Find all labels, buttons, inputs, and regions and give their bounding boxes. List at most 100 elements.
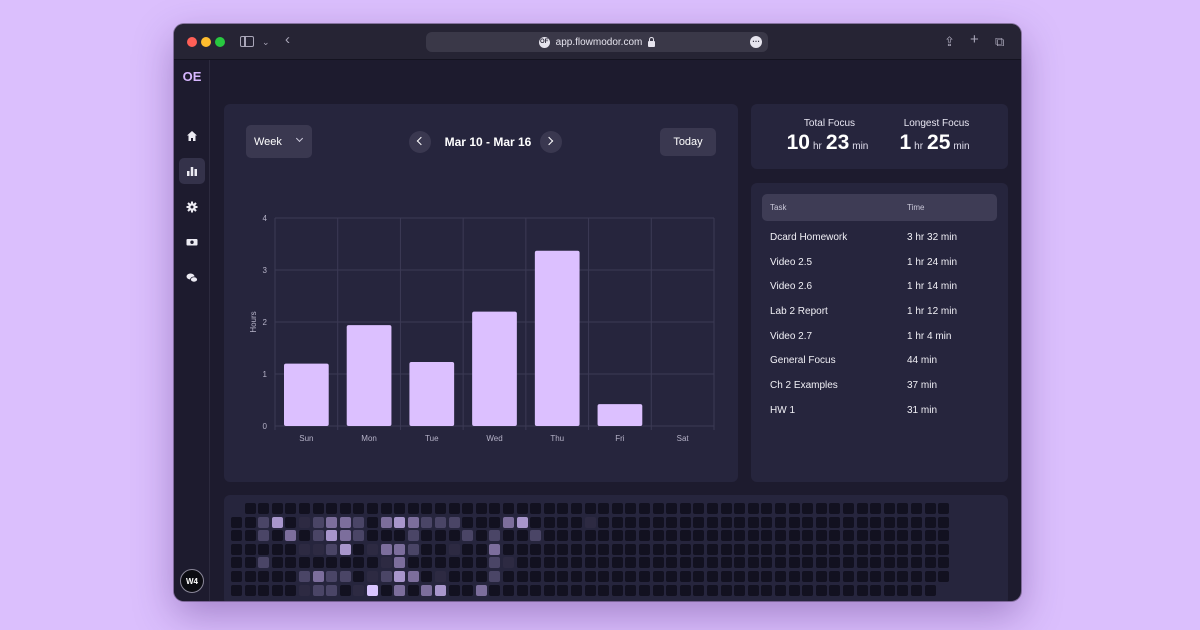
heatmap-cell[interactable]: [326, 571, 338, 582]
heatmap-cell[interactable]: [625, 571, 637, 582]
heatmap-cell[interactable]: [924, 571, 936, 582]
heatmap-cell[interactable]: [775, 584, 786, 596]
back-icon[interactable]: ‹: [285, 31, 290, 48]
heatmap-cell[interactable]: [421, 516, 433, 528]
heatmap-cell[interactable]: [435, 557, 446, 569]
heatmap-cell[interactable]: [625, 584, 637, 596]
nav-home[interactable]: [179, 123, 205, 149]
heatmap-cell[interactable]: [856, 530, 868, 542]
heatmap-cell[interactable]: [788, 571, 800, 582]
heatmap-cell[interactable]: [720, 571, 732, 582]
heatmap-cell[interactable]: [829, 543, 841, 555]
heatmap-cell[interactable]: [503, 557, 514, 569]
heatmap-cell[interactable]: [557, 584, 569, 596]
heatmap-cell[interactable]: [475, 543, 487, 555]
heatmap-cell[interactable]: [815, 584, 827, 596]
heatmap-cell[interactable]: [625, 503, 637, 514]
heatmap-cell[interactable]: [353, 557, 365, 569]
heatmap-cell[interactable]: [679, 557, 691, 569]
heatmap-cell[interactable]: [258, 516, 270, 528]
heatmap-cell[interactable]: [448, 503, 460, 514]
heatmap-cell[interactable]: [394, 503, 406, 514]
heatmap-cell[interactable]: [747, 516, 759, 528]
heatmap-cell[interactable]: [557, 557, 569, 569]
heatmap-cell[interactable]: [421, 530, 433, 542]
heatmap-cell[interactable]: [312, 530, 324, 542]
heatmap-cell[interactable]: [611, 503, 623, 514]
heatmap-cell[interactable]: [367, 530, 378, 542]
heatmap-cell[interactable]: [503, 543, 514, 555]
heatmap-cell[interactable]: [339, 530, 351, 542]
heatmap-cell[interactable]: [897, 530, 909, 542]
heatmap-cell[interactable]: [530, 557, 542, 569]
heatmap-cell[interactable]: [911, 530, 922, 542]
heatmap-cell[interactable]: [938, 530, 950, 542]
heatmap-cell[interactable]: [829, 516, 841, 528]
heatmap-cell[interactable]: [611, 543, 623, 555]
heatmap-cell[interactable]: [475, 503, 487, 514]
heatmap-cell[interactable]: [271, 516, 283, 528]
heatmap-cell[interactable]: [407, 516, 419, 528]
heatmap-cell[interactable]: [911, 503, 922, 514]
heatmap-cell[interactable]: [938, 571, 950, 582]
heatmap-cell[interactable]: [679, 516, 691, 528]
heatmap-cell[interactable]: [693, 571, 705, 582]
heatmap-cell[interactable]: [775, 571, 786, 582]
heatmap-cell[interactable]: [870, 503, 882, 514]
heatmap-cell[interactable]: [407, 584, 419, 596]
heatmap-cell[interactable]: [679, 571, 691, 582]
heatmap-cell[interactable]: [244, 543, 256, 555]
heatmap-cell[interactable]: [639, 543, 650, 555]
heatmap-cell[interactable]: [421, 584, 433, 596]
heatmap-cell[interactable]: [462, 503, 474, 514]
heatmap-cell[interactable]: [652, 571, 664, 582]
heatmap-cell[interactable]: [707, 530, 718, 542]
heatmap-cell[interactable]: [584, 557, 596, 569]
heatmap-cell[interactable]: [231, 530, 242, 542]
heatmap-cell[interactable]: [462, 516, 474, 528]
heatmap-cell[interactable]: [829, 584, 841, 596]
heatmap-cell[interactable]: [815, 530, 827, 542]
heatmap-cell[interactable]: [462, 557, 474, 569]
heatmap-cell[interactable]: [435, 584, 446, 596]
heatmap-cell[interactable]: [693, 530, 705, 542]
heatmap-cell[interactable]: [353, 543, 365, 555]
nav-settings[interactable]: [179, 194, 205, 220]
heatmap-cell[interactable]: [707, 503, 718, 514]
heatmap-cell[interactable]: [639, 557, 650, 569]
heatmap-cell[interactable]: [475, 584, 487, 596]
maximize-window-button[interactable]: [215, 37, 225, 47]
nav-billing[interactable]: [179, 229, 205, 255]
heatmap-cell[interactable]: [489, 503, 501, 514]
heatmap-cell[interactable]: [870, 516, 882, 528]
heatmap-cell[interactable]: [652, 543, 664, 555]
heatmap-cell[interactable]: [775, 543, 786, 555]
heatmap-cell[interactable]: [775, 503, 786, 514]
heatmap-cell[interactable]: [911, 557, 922, 569]
heatmap-cell[interactable]: [788, 530, 800, 542]
heatmap-cell[interactable]: [598, 557, 610, 569]
heatmap-cell[interactable]: [231, 543, 242, 555]
heatmap-cell[interactable]: [761, 543, 773, 555]
heatmap-cell[interactable]: [843, 584, 854, 596]
heatmap-cell[interactable]: [883, 543, 895, 555]
heatmap-cell[interactable]: [339, 584, 351, 596]
heatmap-cell[interactable]: [367, 503, 378, 514]
heatmap-cell[interactable]: [788, 584, 800, 596]
heatmap-cell[interactable]: [299, 530, 310, 542]
tabs-overview-icon[interactable]: ⧉: [995, 34, 1005, 49]
heatmap-cell[interactable]: [543, 503, 555, 514]
heatmap-cell[interactable]: [625, 530, 637, 542]
heatmap-cell[interactable]: [339, 543, 351, 555]
heatmap-cell[interactable]: [557, 503, 569, 514]
next-week-button[interactable]: [540, 131, 562, 153]
heatmap-cell[interactable]: [584, 516, 596, 528]
heatmap-cell[interactable]: [380, 571, 392, 582]
heatmap-cell[interactable]: [611, 571, 623, 582]
avatar[interactable]: W4: [180, 569, 204, 593]
heatmap-cell[interactable]: [271, 571, 283, 582]
heatmap-cell[interactable]: [707, 557, 718, 569]
heatmap-cell[interactable]: [883, 571, 895, 582]
heatmap-cell[interactable]: [557, 530, 569, 542]
heatmap-cell[interactable]: [407, 530, 419, 542]
